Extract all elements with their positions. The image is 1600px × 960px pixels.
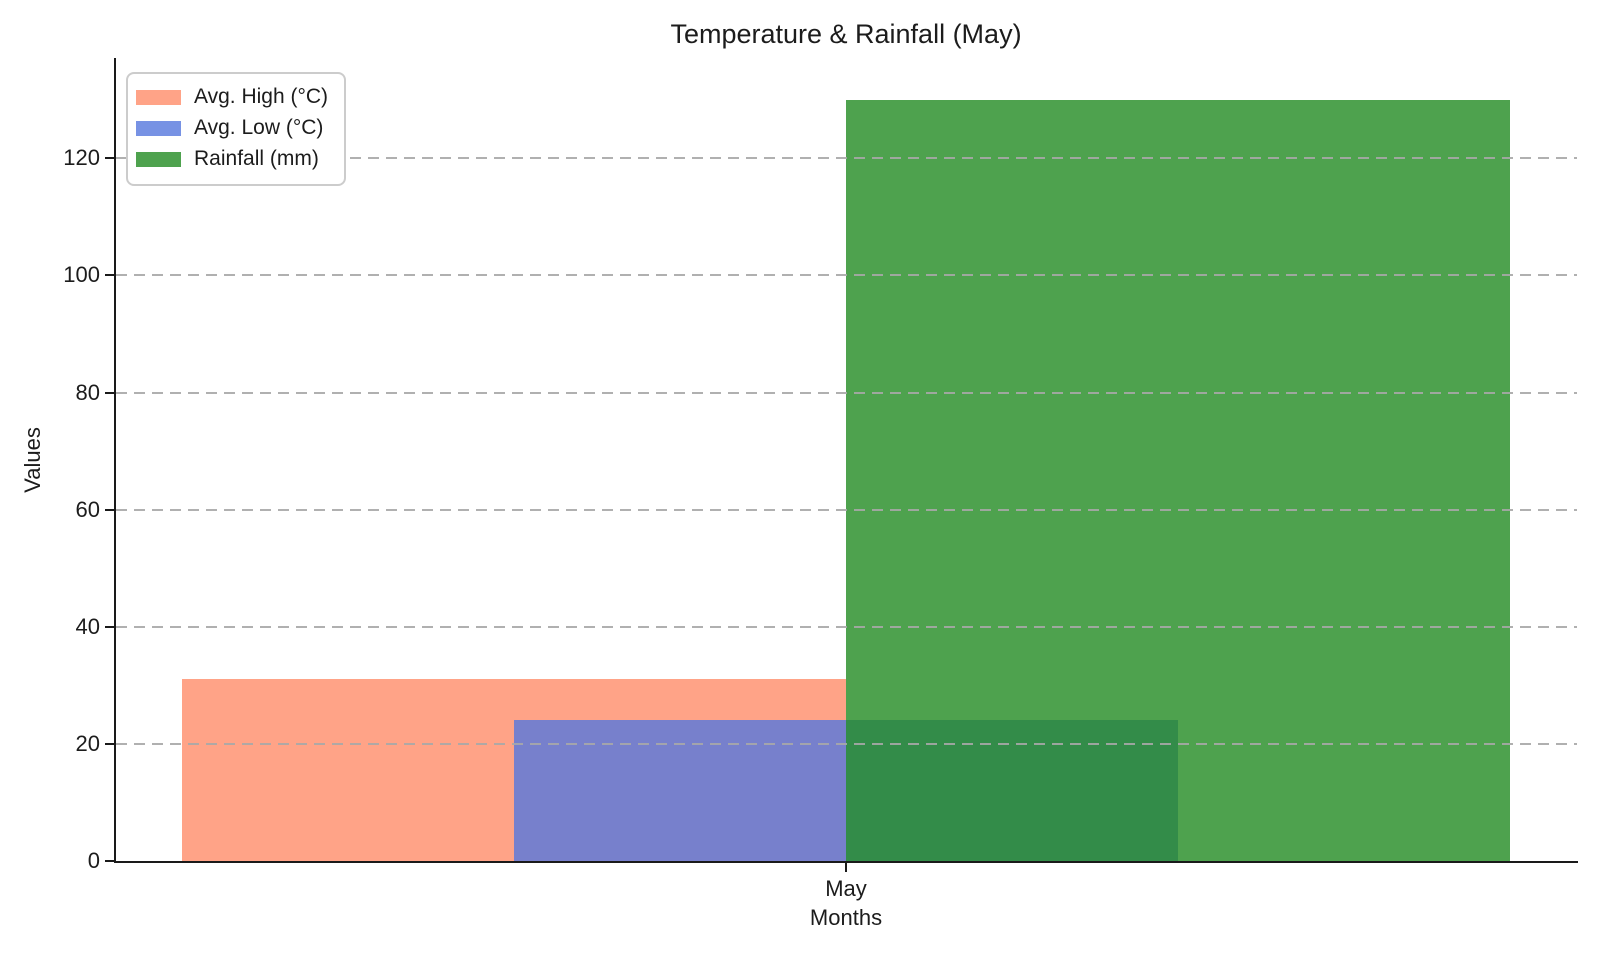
bar-rainfall-mm — [846, 99, 1510, 861]
y-tick-mark-80 — [105, 391, 114, 394]
legend-label: Avg. High (°C) — [194, 85, 329, 108]
legend-label: Rainfall (mm) — [194, 147, 319, 170]
gridline-y-20 — [116, 742, 1577, 745]
x-tick-label: May — [825, 876, 867, 901]
y-tick-label-0: 0 — [87, 848, 100, 873]
y-tick-label-100: 100 — [63, 262, 100, 288]
legend-row-rainfall-mm: Rainfall (mm) — [136, 147, 332, 171]
y-tick-mark-60 — [105, 508, 114, 511]
gridline-y-60 — [116, 508, 1577, 511]
legend-row-avg-low-c: Avg. Low (°C) — [136, 116, 332, 140]
y-tick-mark-0 — [105, 860, 114, 862]
legend-row-avg-high-c: Avg. High (°C) — [136, 85, 332, 109]
legend-label: Avg. Low (°C) — [194, 116, 324, 139]
legend-swatch-rainfall-mm — [136, 151, 181, 167]
y-axis-spine — [114, 58, 116, 863]
chart-title: Temperature & Rainfall (May) — [670, 19, 1022, 49]
y-tick-mark-40 — [105, 625, 114, 628]
gridline-y-80 — [116, 391, 1577, 394]
y-tick-label-20: 20 — [75, 730, 100, 756]
legend-swatch-avg-high-c — [136, 89, 181, 105]
y-tick-mark-100 — [105, 274, 114, 277]
x-axis-title: Months — [809, 905, 883, 930]
y-tick-mark-20 — [105, 742, 114, 745]
x-tick-mark — [845, 863, 847, 872]
gridline-y-120 — [116, 157, 1577, 160]
y-tick-label-80: 80 — [75, 379, 100, 405]
y-axis-title: Values — [20, 427, 45, 493]
y-tick-label-120: 120 — [63, 145, 100, 171]
gridline-y-40 — [116, 625, 1577, 628]
x-axis-spine — [114, 861, 1578, 863]
y-tick-label-60: 60 — [75, 496, 100, 522]
y-tick-mark-120 — [105, 157, 114, 160]
legend-swatch-avg-low-c — [136, 120, 181, 136]
y-tick-label-40: 40 — [75, 613, 100, 639]
gridline-y-100 — [116, 274, 1577, 277]
legend: Avg. High (°C) Avg. Low (°C) Rainfall (mm) — [126, 72, 346, 186]
